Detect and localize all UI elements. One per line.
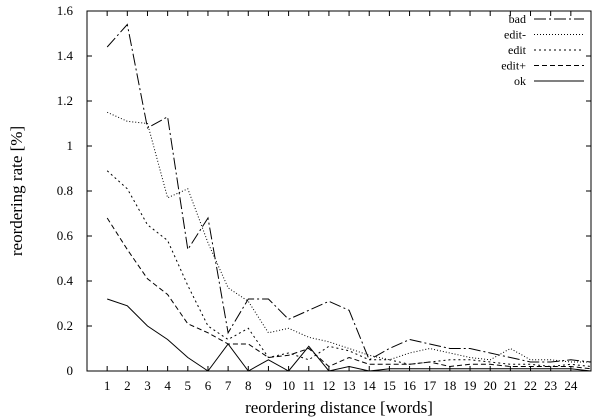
y-tick-label: 1.6 bbox=[57, 3, 74, 18]
x-tick-label: 24 bbox=[564, 378, 578, 393]
x-tick-label: 1 bbox=[104, 378, 111, 393]
x-tick-label: 10 bbox=[282, 378, 295, 393]
x-tick-label: 17 bbox=[423, 378, 437, 393]
x-tick-label: 6 bbox=[205, 378, 212, 393]
x-tick-label: 7 bbox=[225, 378, 232, 393]
x-tick-label: 21 bbox=[504, 378, 517, 393]
legend: bad edit-edit edit+ok bbox=[501, 12, 584, 88]
x-tick-label: 19 bbox=[464, 378, 477, 393]
legend-label-edit-: edit- bbox=[504, 28, 526, 42]
legend-label-bad: bad bbox=[509, 12, 526, 26]
x-tick-label: 12 bbox=[322, 378, 335, 393]
series-line-edit- bbox=[106, 111, 591, 363]
y-tick-label: 0.6 bbox=[57, 228, 74, 243]
x-tick-label: 3 bbox=[144, 378, 151, 393]
y-tick-label: 1.2 bbox=[57, 93, 73, 108]
x-tick-label: 22 bbox=[524, 378, 537, 393]
x-tick-label: 5 bbox=[185, 378, 192, 393]
x-tick-label: 15 bbox=[383, 378, 396, 393]
x-axis-title: reordering distance [words] bbox=[245, 398, 433, 417]
plot-frame bbox=[86, 10, 592, 372]
x-tick-label: 11 bbox=[302, 378, 315, 393]
y-tick-label: 0 bbox=[67, 363, 74, 378]
series-line-edit bbox=[106, 170, 592, 368]
series-lines bbox=[106, 23, 592, 372]
x-tick-label: 14 bbox=[363, 378, 377, 393]
y-tick-label: 0.4 bbox=[57, 273, 74, 288]
y-axis-ticks: 0 0.2 0.4 0.6 0.8 1 1.2 1.4 1.6 bbox=[57, 3, 591, 378]
x-tick-label: 20 bbox=[484, 378, 497, 393]
y-tick-label: 0.8 bbox=[57, 183, 73, 198]
y-tick-label: 1 bbox=[67, 138, 74, 153]
legend-label-ok: ok bbox=[514, 74, 526, 88]
y-tick-label: 1.4 bbox=[57, 48, 74, 63]
series-line-bad bbox=[106, 23, 592, 363]
y-tick-label: 0.2 bbox=[57, 318, 73, 333]
series-line-edit+ bbox=[106, 217, 592, 370]
series-line-ok bbox=[107, 298, 592, 372]
x-axis-ticks: 1 2 3 4 5 6 7 8 9 10 11 12 13 14 15 16 17 18 19 20 21 22 23 24 bbox=[104, 11, 578, 393]
legend-label-edit+: edit+ bbox=[501, 59, 526, 73]
x-tick-label: 18 bbox=[443, 378, 456, 393]
x-tick-label: 9 bbox=[265, 378, 272, 393]
x-tick-label: 4 bbox=[164, 378, 171, 393]
x-tick-label: 2 bbox=[124, 378, 131, 393]
x-tick-label: 23 bbox=[544, 378, 557, 393]
x-tick-label: 8 bbox=[245, 378, 252, 393]
y-axis-title: reordering rate [%] bbox=[7, 126, 26, 256]
legend-label-edit: edit bbox=[508, 43, 527, 57]
x-tick-label: 16 bbox=[403, 378, 417, 393]
x-tick-label: 13 bbox=[343, 378, 356, 393]
